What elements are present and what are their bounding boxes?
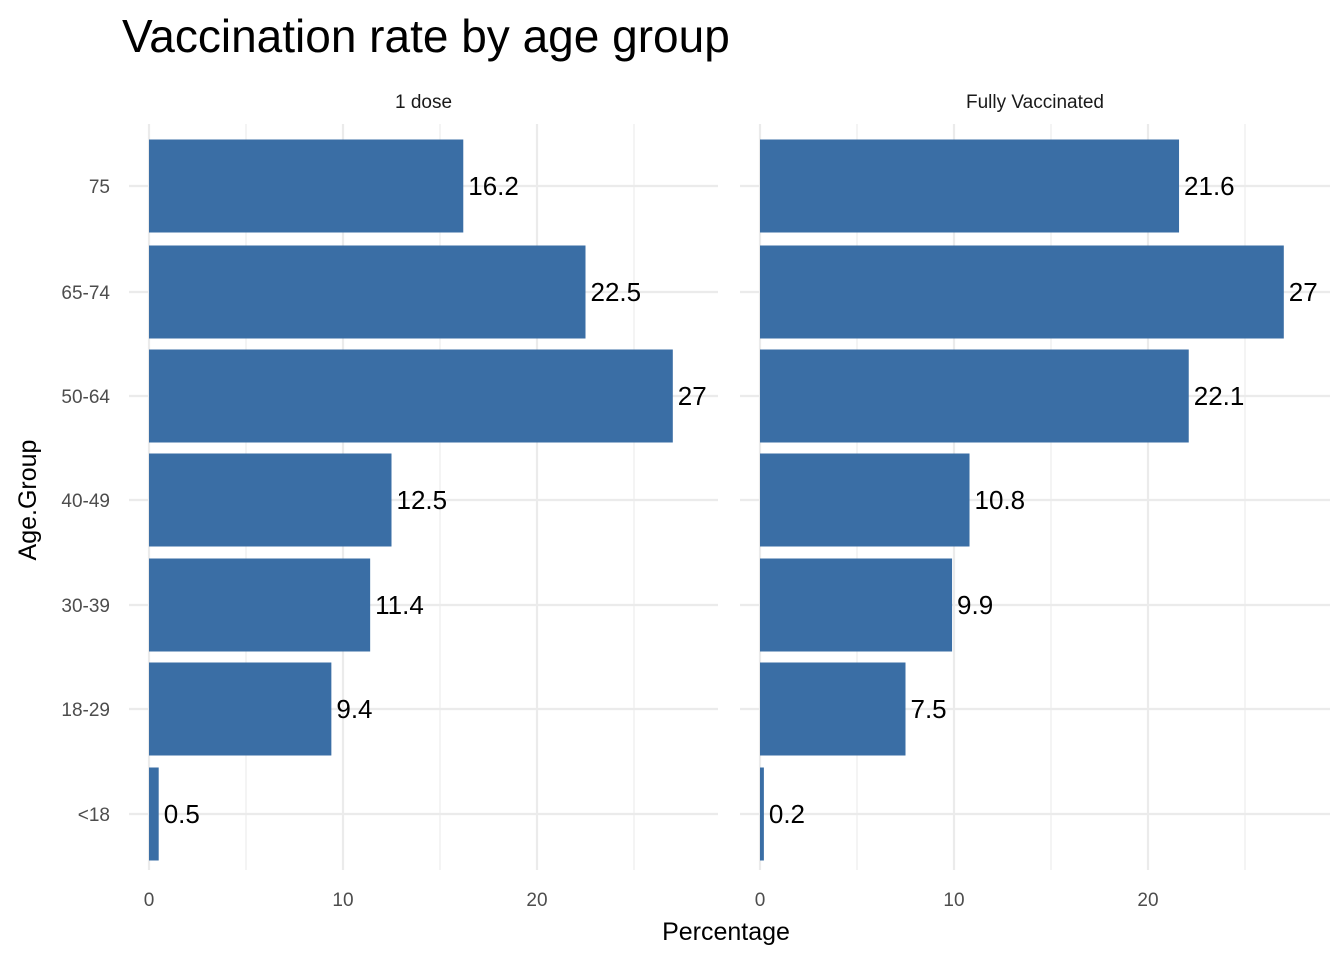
x-tick-label: 20	[1137, 890, 1158, 911]
bar-value-label: 11.4	[375, 590, 424, 620]
bar-value-label: 12.5	[397, 485, 448, 515]
bar	[760, 349, 1189, 443]
bar	[760, 662, 906, 756]
bar	[149, 558, 371, 652]
bar-value-label: 7.5	[911, 694, 947, 724]
bar	[149, 662, 332, 756]
y-tick-label: 30-39	[61, 596, 110, 617]
bar-value-label: 16.2	[468, 171, 519, 201]
bar	[149, 349, 673, 443]
bar-value-label: 0.2	[769, 799, 805, 829]
y-tick-label: 18-29	[61, 700, 110, 721]
chart-title: Vaccination rate by age group	[122, 10, 730, 62]
bar	[760, 139, 1180, 233]
x-tick-label: 0	[144, 890, 155, 911]
bar-value-label: 21.6	[1184, 171, 1235, 201]
bar	[760, 558, 953, 652]
bar	[149, 767, 159, 861]
bar-value-label: 9.4	[336, 694, 372, 724]
bar	[149, 245, 586, 339]
bar-value-label: 22.1	[1194, 381, 1245, 411]
bar-value-label: 9.9	[957, 590, 993, 620]
bar-value-label: 10.8	[975, 485, 1026, 515]
y-tick-label: 75	[89, 177, 110, 198]
bar	[760, 767, 764, 861]
x-tick-label: 10	[943, 890, 964, 911]
bar	[149, 453, 392, 547]
x-tick-label: 0	[755, 890, 766, 911]
y-tick-label: 65-74	[61, 283, 110, 304]
bar	[149, 139, 464, 233]
y-tick-label: 50-64	[61, 387, 110, 408]
y-tick-label: 40-49	[61, 491, 110, 512]
bar-value-label: 27	[1289, 277, 1318, 307]
x-tick-label: 10	[332, 890, 353, 911]
bar-value-label: 22.5	[591, 277, 642, 307]
x-axis-title: Percentage	[662, 918, 790, 946]
facet-panel: Fully Vaccinated 0.2 7.5 9.9 10.8 22.1 27 21.6 0…	[740, 92, 1330, 911]
facet-strip-label: Fully Vaccinated	[966, 92, 1104, 113]
bar-value-label: 0.5	[164, 799, 200, 829]
facet-panel: 1 dose 0.5 9.4 11.4 12.5 27 22.5 16.2 0 10 20	[129, 92, 718, 911]
y-axis-title: Age.Group	[14, 440, 42, 561]
y-tick-label: <18	[78, 805, 110, 826]
bar	[760, 453, 970, 547]
x-tick-label: 20	[526, 890, 547, 911]
bar-value-label: 27	[678, 381, 707, 411]
bar	[760, 245, 1284, 339]
facet-strip-label: 1 dose	[395, 92, 452, 113]
